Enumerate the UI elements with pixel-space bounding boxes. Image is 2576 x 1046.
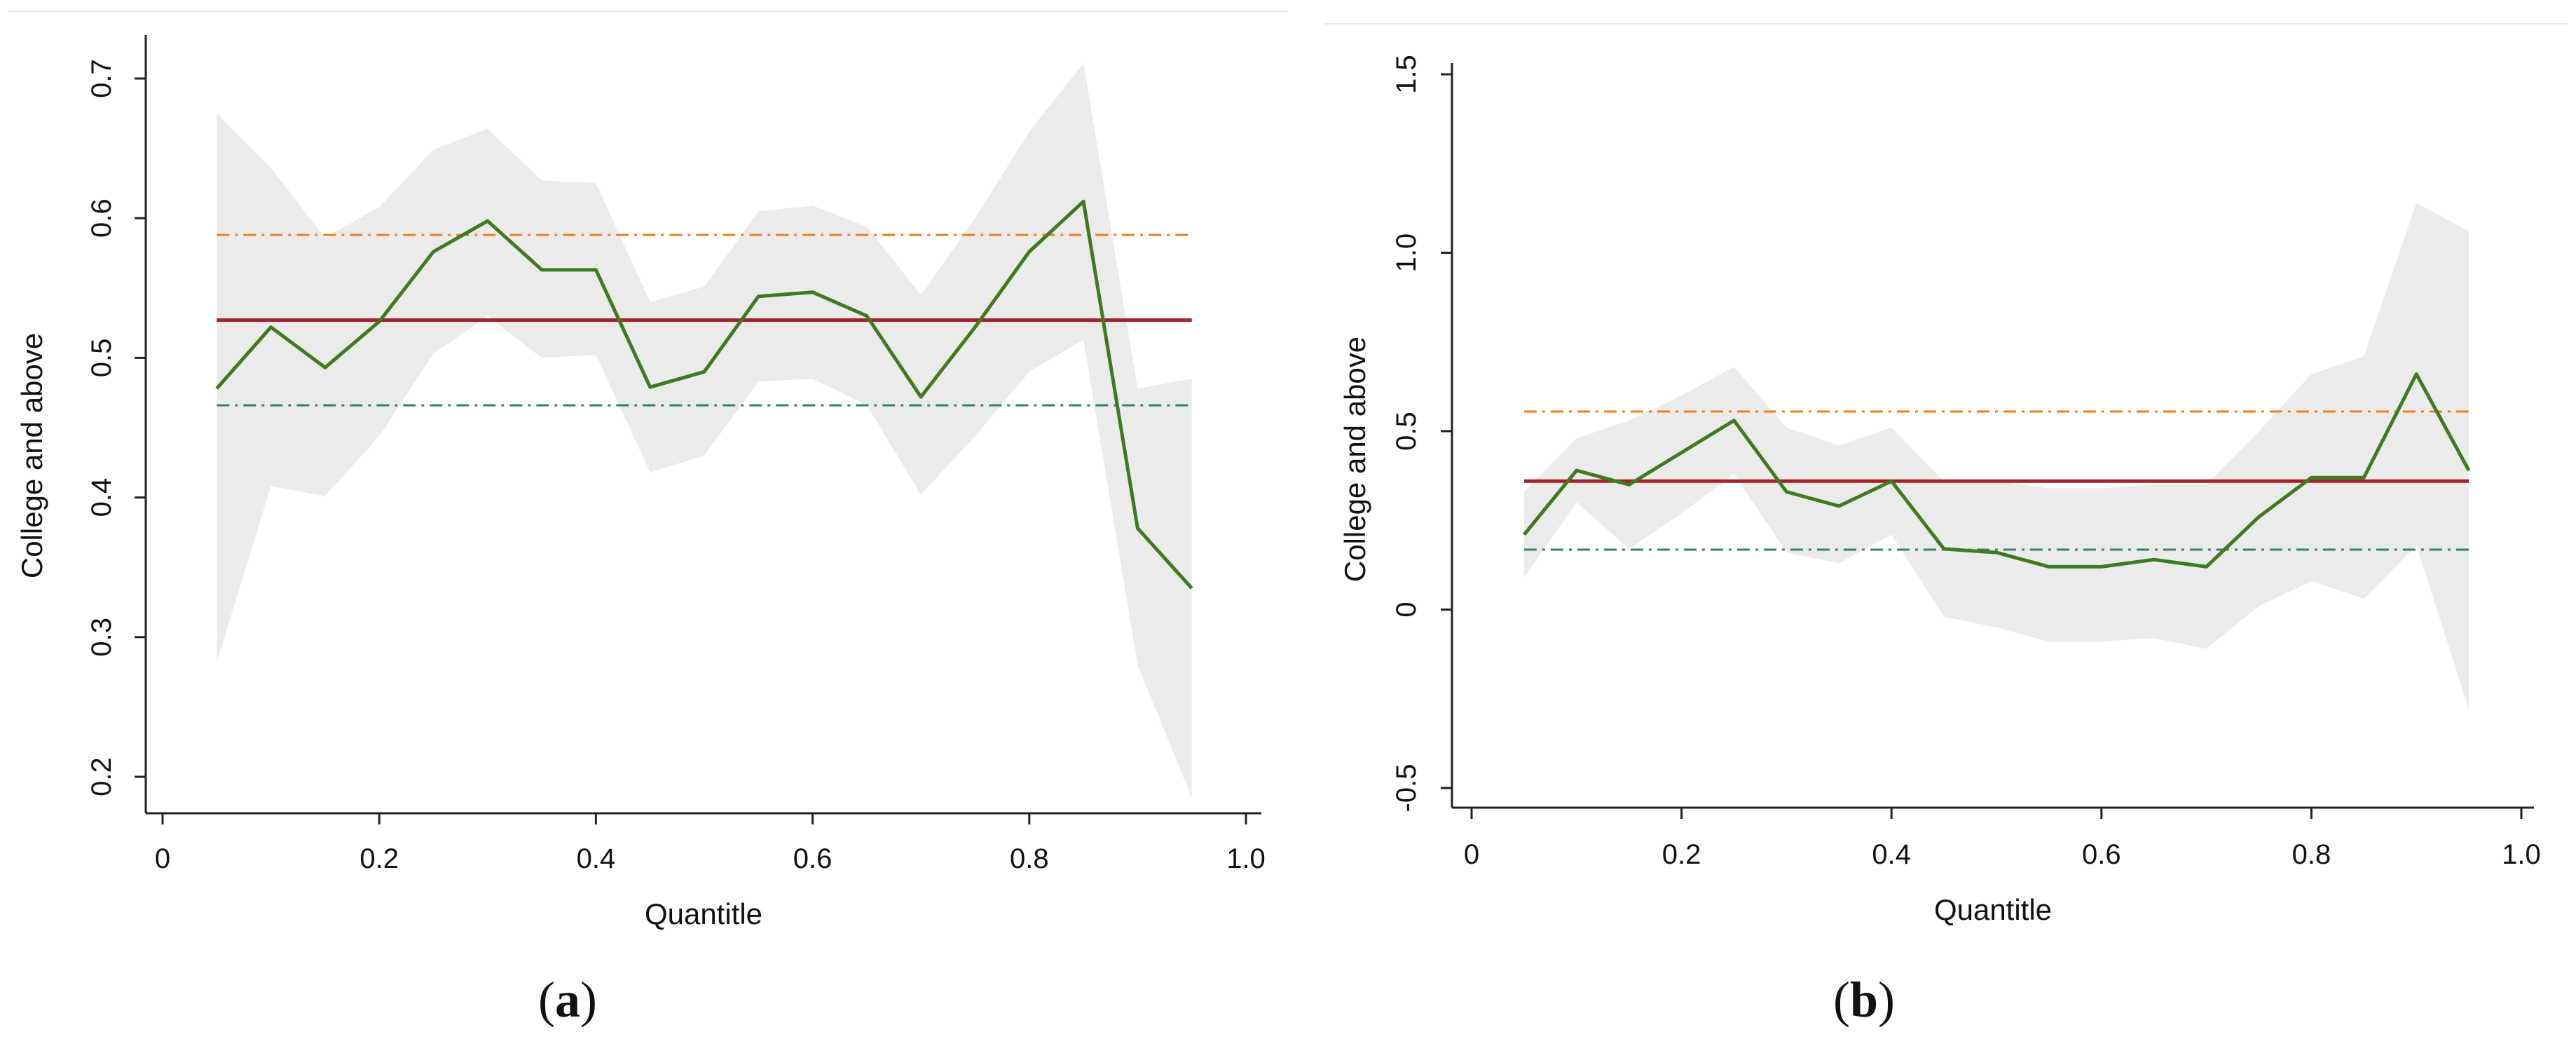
y-tick-label-b: -0.5 xyxy=(1391,764,1422,813)
y-tick-label-a: 0.4 xyxy=(86,478,117,517)
caption-b-letter: b xyxy=(1850,972,1878,1028)
y-tick-label-b: 1.5 xyxy=(1391,55,1422,94)
y-axis-title-a: College and above xyxy=(15,333,48,578)
x-tick-label-a: 0.2 xyxy=(359,843,399,874)
panel-b: 0 0.2 0.4 0.6 0.8 1.0 -0.5 0 0.5 1.0 1.5 Quantitle C… xyxy=(1338,55,2541,926)
x-tick-label-a: 0.8 xyxy=(1010,843,1049,874)
y-tick-label-b: 0 xyxy=(1391,602,1422,617)
x-tick-label-a: 0.6 xyxy=(793,843,833,874)
panel-a: 0 0.2 0.4 0.6 0.8 1.0 0.2 0.3 0.4 0.5 0.6 0.7 Quanti… xyxy=(15,35,1266,930)
x-tick-label-a: 0 xyxy=(155,843,170,874)
y-tick-label-a: 0.7 xyxy=(86,59,117,98)
y-tick-label-a: 0.6 xyxy=(86,198,117,238)
x-tick-label-b: 0.8 xyxy=(2292,839,2331,870)
x-tick-label-b: 1.0 xyxy=(2502,839,2541,870)
x-tick-label-b: 0.4 xyxy=(1872,839,1911,870)
ci-band-a xyxy=(217,63,1192,798)
caption-a: (a) xyxy=(538,972,597,1028)
y-tick-label-b: 0.5 xyxy=(1391,412,1422,451)
x-tick-label-a: 0.4 xyxy=(577,843,616,874)
y-tick-label-a: 0.3 xyxy=(86,618,117,657)
y-tick-label-a: 0.5 xyxy=(86,339,117,378)
ci-band-b xyxy=(1523,203,2469,709)
x-axis-title-a: Quantitle xyxy=(645,897,762,930)
x-tick-label-a: 1.0 xyxy=(1226,843,1266,874)
x-axis-title-b: Quantitle xyxy=(1934,893,2052,926)
caption-a-letter: a xyxy=(555,972,580,1028)
x-tick-label-b: 0 xyxy=(1464,839,1479,870)
x-tick-label-b: 0.2 xyxy=(1662,839,1701,870)
y-tick-label-a: 0.2 xyxy=(86,757,117,796)
x-tick-label-b: 0.6 xyxy=(2082,839,2121,870)
caption-b: (b) xyxy=(1833,972,1895,1028)
y-tick-label-b: 1.0 xyxy=(1391,233,1422,273)
y-axis-title-b: College and above xyxy=(1338,337,1371,582)
